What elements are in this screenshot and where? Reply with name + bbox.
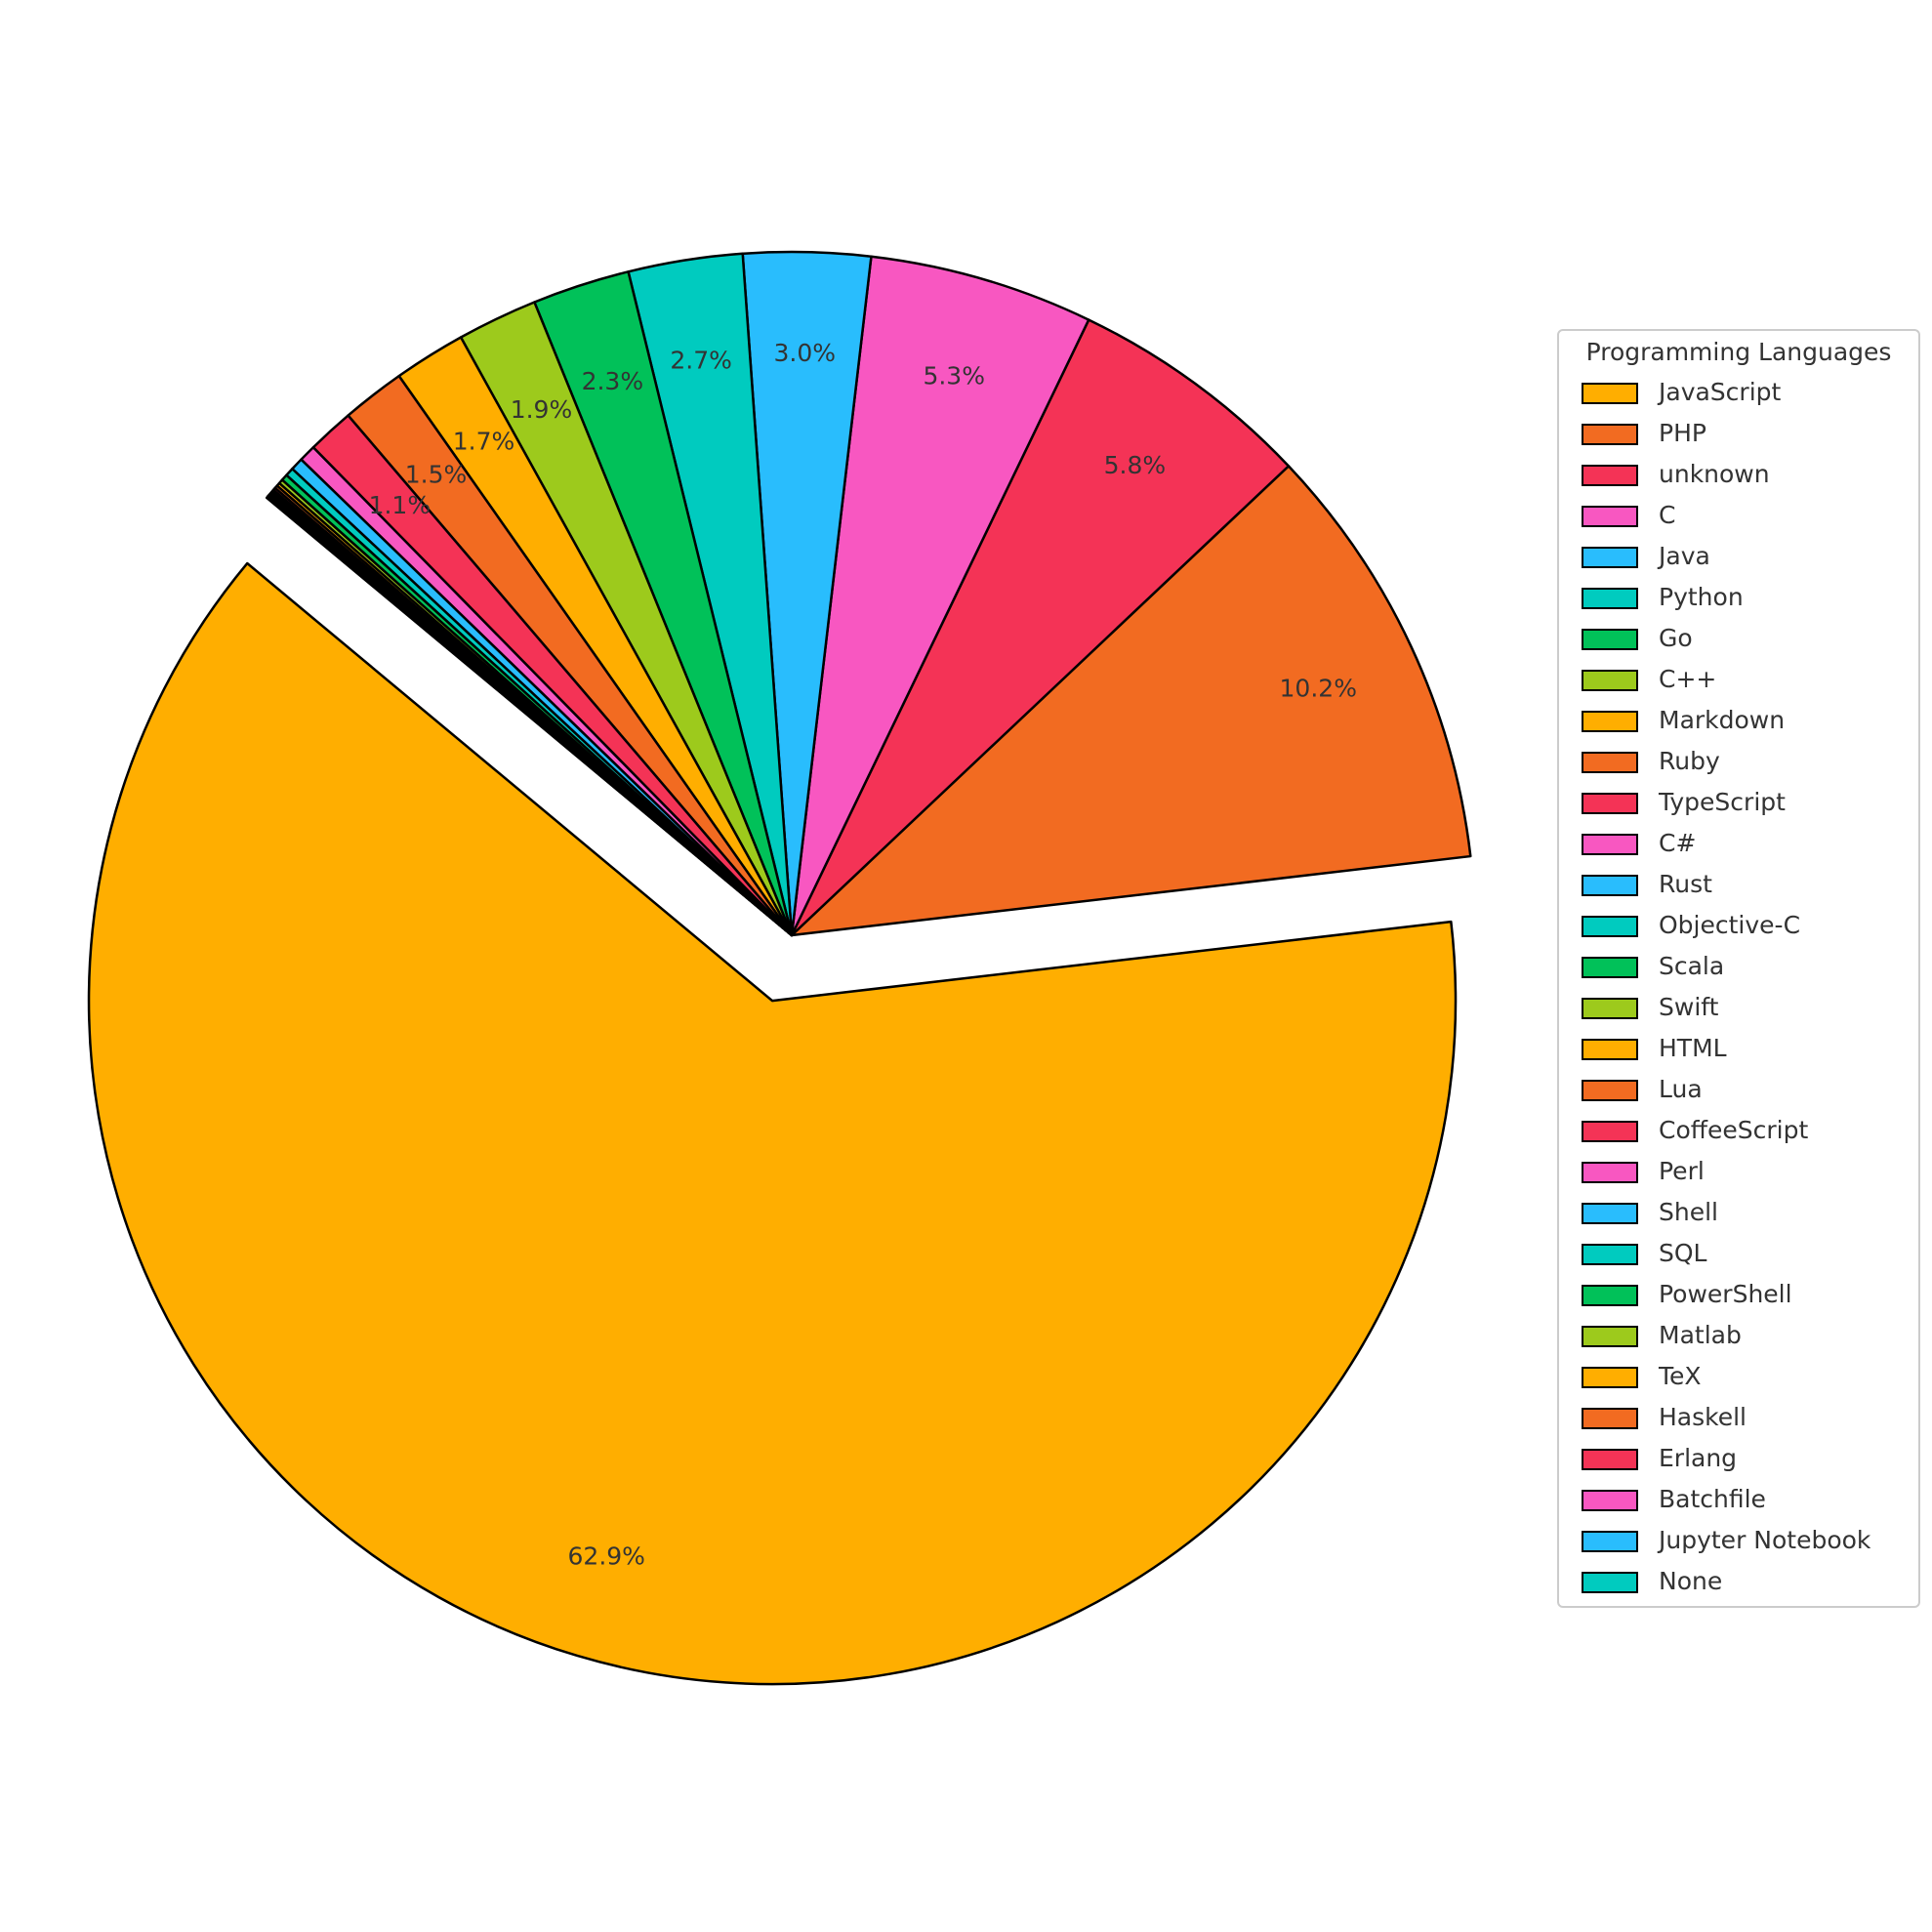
legend-swatch [1582, 1408, 1638, 1429]
legend-label: PHP [1659, 419, 1706, 447]
legend-swatch [1582, 629, 1638, 650]
legend-label: Shell [1659, 1198, 1718, 1226]
legend-label: Erlang [1659, 1444, 1737, 1472]
slice-label: 1.5% [405, 461, 468, 489]
legend-label: None [1659, 1567, 1722, 1595]
legend-label: Scala [1659, 952, 1724, 980]
pie-slice [790, 255, 1090, 937]
pie-slice [790, 318, 1291, 937]
legend-swatch [1582, 1162, 1638, 1183]
legend-swatch [1582, 1531, 1638, 1552]
legend-swatch [1582, 465, 1638, 486]
legend-swatch [1582, 588, 1638, 609]
legend-label: Java [1657, 542, 1710, 570]
legend-swatch [1582, 1572, 1638, 1593]
legend-label: Rust [1659, 870, 1712, 898]
legend-swatch [1582, 1121, 1638, 1142]
legend-swatch [1582, 547, 1638, 568]
legend-swatch [1582, 998, 1638, 1019]
legend-label: Markdown [1659, 706, 1785, 734]
slice-label: 5.3% [923, 362, 985, 391]
pie-slice [265, 495, 794, 937]
pie-slice [87, 561, 1458, 1686]
legend-label: Perl [1659, 1157, 1705, 1185]
legend-swatch [1582, 752, 1638, 773]
legend-swatch [1582, 711, 1638, 732]
legend-swatch [1582, 506, 1638, 527]
legend-label: TypeScript [1658, 788, 1786, 816]
legend-label: Objective-C [1659, 911, 1800, 939]
legend-swatch [1582, 875, 1638, 896]
slice-label: 62.9% [568, 1541, 645, 1570]
legend-label: Ruby [1659, 747, 1720, 775]
legend-label: Haskell [1659, 1403, 1747, 1431]
slice-label: 10.2% [1280, 675, 1357, 703]
legend-swatch [1582, 1326, 1638, 1347]
legend-title: Programming Languages [1586, 338, 1892, 366]
legend-label: PowerShell [1659, 1280, 1792, 1308]
legend-label: C++ [1659, 665, 1716, 693]
legend-swatch [1582, 383, 1638, 404]
slice-label: 5.8% [1104, 451, 1167, 479]
legend-swatch [1582, 1285, 1638, 1306]
legend-label: Batchfile [1659, 1485, 1766, 1513]
legend-swatch [1582, 1490, 1638, 1511]
legend-swatch [1582, 1203, 1638, 1224]
legend-swatch [1582, 1449, 1638, 1470]
legend-swatch [1582, 793, 1638, 814]
legend-swatch [1582, 670, 1638, 691]
legend-label: Go [1659, 624, 1693, 652]
legend-label: CoffeeScript [1659, 1116, 1808, 1144]
legend-label: unknown [1659, 460, 1770, 488]
slice-label: 3.0% [774, 339, 837, 367]
legend-swatch [1582, 957, 1638, 978]
legend-label: TeX [1658, 1362, 1702, 1390]
legend-label: HTML [1659, 1034, 1727, 1062]
legend-swatch [1582, 916, 1638, 937]
legend-swatch [1582, 1244, 1638, 1265]
slice-label: 1.7% [453, 428, 515, 456]
legend-swatch [1582, 1080, 1638, 1101]
legend-swatch [1582, 1367, 1638, 1388]
legend-label: JavaScript [1657, 378, 1782, 406]
legend-label: Matlab [1659, 1321, 1742, 1349]
legend-swatch [1582, 424, 1638, 445]
legend-label: C# [1659, 829, 1696, 857]
slice-label: 2.7% [670, 346, 732, 374]
legend-label: SQL [1659, 1239, 1707, 1267]
legend-swatch [1582, 834, 1638, 855]
legend-swatch [1582, 1039, 1638, 1060]
legend-label: Jupyter Notebook [1657, 1526, 1871, 1554]
legend-label: Lua [1659, 1075, 1703, 1103]
slice-label: 1.9% [511, 395, 573, 424]
legend-box [1557, 329, 1920, 1608]
legend-label: Swift [1659, 993, 1719, 1021]
legend-label: C [1659, 501, 1675, 529]
slice-label: 1.1% [369, 491, 432, 519]
pie-slice [790, 465, 1472, 937]
legend-label: Python [1659, 583, 1744, 611]
slice-label: 2.3% [582, 367, 644, 395]
